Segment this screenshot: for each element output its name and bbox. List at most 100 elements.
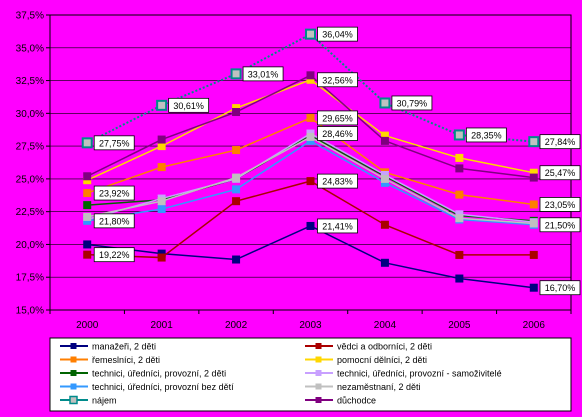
legend-item: pomocní dělníci, 2 děti (305, 355, 427, 365)
data-point (306, 221, 315, 230)
data-point (529, 219, 538, 228)
data-point (83, 201, 92, 210)
y-tick-label: 30,0% (16, 109, 44, 120)
data-point (455, 190, 464, 199)
legend-item: nezaměstnaní, 2 děti (305, 382, 421, 392)
legend-swatch-marker (70, 383, 77, 390)
x-tick-label: 2004 (374, 320, 397, 331)
legend-swatch-marker (315, 356, 322, 363)
data-label-box (539, 217, 581, 233)
data-label: 27,84% (545, 137, 576, 147)
legend-swatch-marker (70, 343, 77, 349)
y-tick-label: 37,5% (16, 11, 44, 22)
data-label-box (317, 126, 358, 141)
series-7 (83, 132, 538, 228)
data-point (529, 283, 538, 292)
legend-box (49, 337, 572, 412)
y-tick-label: 17,5% (16, 273, 44, 284)
data-label: 33,01% (248, 69, 279, 79)
data-label: 36,04% (322, 30, 353, 40)
data-point (306, 113, 315, 122)
series-8 (81, 28, 540, 149)
x-tick-label: 2000 (76, 320, 99, 331)
legend-label: pomocní dělníci, 2 děti (337, 355, 427, 365)
legend-swatch-marker (315, 383, 322, 390)
data-point (157, 253, 166, 262)
data-point (529, 200, 538, 209)
legend-label: důchodce (337, 396, 376, 406)
data-label-box (317, 173, 358, 189)
data-label-box (539, 280, 581, 296)
data-label: 21,50% (545, 220, 576, 230)
legend-item: technici, úředníci, provozní - samoživit… (305, 369, 502, 379)
x-tick-label: 2001 (151, 320, 174, 331)
y-tick-label: 25,0% (16, 174, 44, 185)
data-point (157, 135, 166, 144)
data-point (455, 274, 464, 283)
data-point (528, 136, 540, 148)
legend-label: nájem (92, 396, 117, 406)
data-label-box (93, 213, 135, 229)
data-label: 25,47% (545, 168, 576, 178)
y-tick-label: 35,0% (16, 43, 44, 54)
data-point (232, 173, 241, 182)
data-label: 19,22% (99, 250, 130, 260)
data-point (380, 136, 389, 145)
data-label: 30,61% (173, 101, 204, 111)
data-point (529, 250, 538, 259)
data-label-box (539, 134, 581, 150)
data-label-box (465, 127, 507, 143)
data-label: 21,41% (322, 221, 353, 231)
data-label-box (242, 66, 284, 82)
data-label-box (317, 26, 358, 42)
data-point (156, 99, 168, 111)
plot-area (49, 14, 572, 311)
data-label: 23,05% (545, 200, 576, 210)
data-point (379, 97, 391, 109)
legend-swatch-marker (70, 370, 77, 376)
legend-swatch-marker (315, 397, 322, 403)
data-label: 28,35% (471, 130, 502, 140)
data-label-box (317, 218, 358, 234)
data-label: 30,79% (397, 98, 428, 108)
data-point (157, 205, 166, 214)
y-tick-label: 32,5% (16, 76, 44, 87)
legend: manažeři, 2 děti vědci a odborníci, 2 dět… (49, 337, 572, 412)
data-point (455, 164, 464, 173)
legend-label: manažeři, 2 děti (92, 342, 156, 352)
data-point (232, 197, 241, 206)
data-label: 28,46% (322, 129, 353, 139)
data-point (232, 146, 241, 155)
data-point (230, 68, 242, 80)
data-point (529, 173, 538, 182)
data-point (83, 172, 92, 181)
data-label: 29,65% (322, 113, 353, 123)
data-label: 16,70% (545, 283, 576, 293)
data-label-box (317, 110, 358, 126)
data-point (81, 137, 93, 149)
data-label: 23,92% (99, 189, 130, 199)
data-point (306, 177, 315, 186)
data-point (232, 185, 241, 194)
legend-swatch-marker (315, 370, 322, 376)
data-point (380, 174, 389, 183)
data-label: 32,56% (322, 75, 353, 85)
legend-label: technici, úředníci, provozní - samoživit… (337, 369, 502, 379)
data-label-box (317, 72, 358, 88)
data-point (455, 214, 464, 223)
data-point (157, 197, 166, 206)
data-point (232, 108, 241, 117)
data-point (455, 153, 464, 162)
data-point (306, 132, 315, 141)
legend-item: technici, úředníci, provozní bez dětí (60, 382, 234, 392)
data-point (380, 258, 389, 267)
legend-label: řemeslníci, 2 děti (92, 355, 160, 365)
data-point (157, 142, 166, 151)
legend-label: nezaměstnaní, 2 děti (337, 382, 421, 392)
x-tick-label: 2006 (523, 320, 546, 331)
legend-swatch-marker (69, 395, 78, 405)
data-point (83, 189, 92, 198)
data-label-box (539, 165, 581, 181)
